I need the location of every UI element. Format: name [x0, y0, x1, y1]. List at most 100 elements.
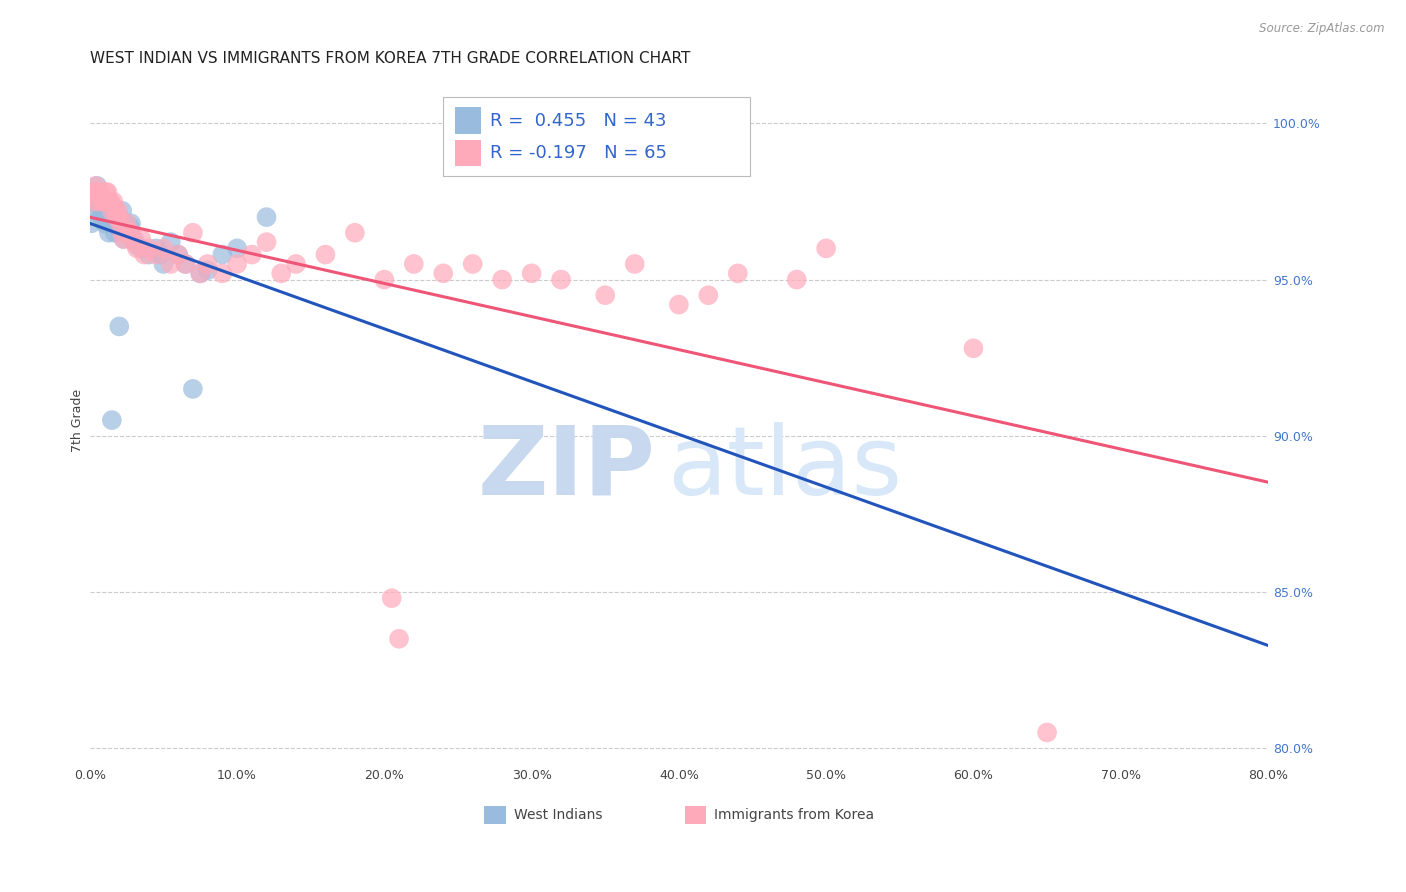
- Point: [83, 185, 105, 199]
- Point: [84, 178, 107, 193]
- Point: [211, 266, 233, 280]
- Point: [697, 288, 720, 302]
- Point: [111, 226, 134, 240]
- Point: [105, 210, 128, 224]
- Point: [86, 185, 108, 199]
- Point: [388, 632, 411, 646]
- Point: [112, 232, 135, 246]
- Point: [149, 247, 172, 261]
- Point: [104, 226, 127, 240]
- Point: [145, 247, 167, 261]
- Point: [159, 235, 181, 249]
- Point: [93, 194, 115, 209]
- Point: [167, 247, 190, 261]
- Point: [256, 235, 278, 249]
- Point: [668, 297, 690, 311]
- Point: [91, 203, 114, 218]
- Point: [211, 247, 233, 261]
- Text: R = -0.197   N = 65: R = -0.197 N = 65: [491, 144, 668, 161]
- Text: Immigrants from Korea: Immigrants from Korea: [714, 807, 875, 822]
- Point: [226, 241, 249, 255]
- Point: [373, 272, 395, 286]
- Point: [491, 272, 513, 286]
- Bar: [685, 806, 706, 823]
- Point: [87, 194, 110, 209]
- Point: [962, 341, 984, 355]
- Point: [138, 247, 160, 261]
- Point: [623, 257, 645, 271]
- Point: [104, 201, 127, 215]
- Point: [94, 210, 117, 224]
- Point: [314, 247, 336, 261]
- Point: [91, 191, 114, 205]
- Point: [101, 203, 124, 218]
- Text: WEST INDIAN VS IMMIGRANTS FROM KOREA 7TH GRADE CORRELATION CHART: WEST INDIAN VS IMMIGRANTS FROM KOREA 7TH…: [90, 51, 690, 66]
- Point: [125, 241, 148, 255]
- Point: [122, 235, 145, 249]
- Point: [131, 232, 153, 246]
- Y-axis label: 7th Grade: 7th Grade: [72, 389, 84, 451]
- Point: [97, 194, 120, 209]
- Point: [90, 210, 112, 224]
- Point: [1036, 725, 1059, 739]
- Point: [105, 219, 128, 234]
- Point: [101, 413, 124, 427]
- Point: [145, 241, 167, 255]
- Point: [240, 247, 263, 261]
- Point: [181, 382, 204, 396]
- Point: [786, 272, 808, 286]
- Point: [125, 238, 148, 252]
- Point: [815, 241, 838, 255]
- Point: [550, 272, 572, 286]
- Point: [86, 178, 108, 193]
- Point: [152, 257, 174, 271]
- Point: [82, 194, 104, 209]
- Point: [461, 257, 484, 271]
- Point: [122, 232, 145, 246]
- Point: [343, 226, 366, 240]
- Point: [83, 194, 105, 209]
- Point: [110, 216, 132, 230]
- Point: [115, 226, 138, 240]
- Point: [87, 191, 110, 205]
- Point: [112, 232, 135, 246]
- Point: [89, 185, 111, 199]
- Point: [80, 216, 103, 230]
- Point: [131, 241, 153, 255]
- Point: [256, 210, 278, 224]
- Point: [110, 216, 132, 230]
- Point: [120, 226, 142, 240]
- Point: [84, 185, 107, 199]
- Bar: [485, 806, 506, 823]
- Bar: [456, 108, 481, 134]
- FancyBboxPatch shape: [443, 97, 749, 177]
- Point: [103, 194, 125, 209]
- Point: [159, 257, 181, 271]
- Point: [120, 216, 142, 230]
- Point: [115, 216, 138, 230]
- Point: [118, 219, 141, 234]
- Point: [96, 185, 118, 199]
- Point: [90, 194, 112, 209]
- Text: atlas: atlas: [666, 422, 903, 515]
- Text: Source: ZipAtlas.com: Source: ZipAtlas.com: [1260, 22, 1385, 36]
- Point: [108, 319, 131, 334]
- Point: [118, 226, 141, 240]
- Point: [432, 266, 454, 280]
- Point: [96, 197, 118, 211]
- Point: [82, 203, 104, 218]
- Point: [107, 203, 129, 218]
- Point: [100, 194, 122, 209]
- Bar: [456, 140, 481, 166]
- Point: [188, 266, 211, 280]
- Point: [152, 241, 174, 255]
- Point: [94, 185, 117, 199]
- Text: West Indians: West Indians: [515, 807, 602, 822]
- Point: [226, 257, 249, 271]
- Point: [108, 210, 131, 224]
- Point: [188, 266, 211, 280]
- Point: [89, 201, 111, 215]
- Point: [101, 216, 124, 230]
- Point: [181, 226, 204, 240]
- Point: [100, 203, 122, 218]
